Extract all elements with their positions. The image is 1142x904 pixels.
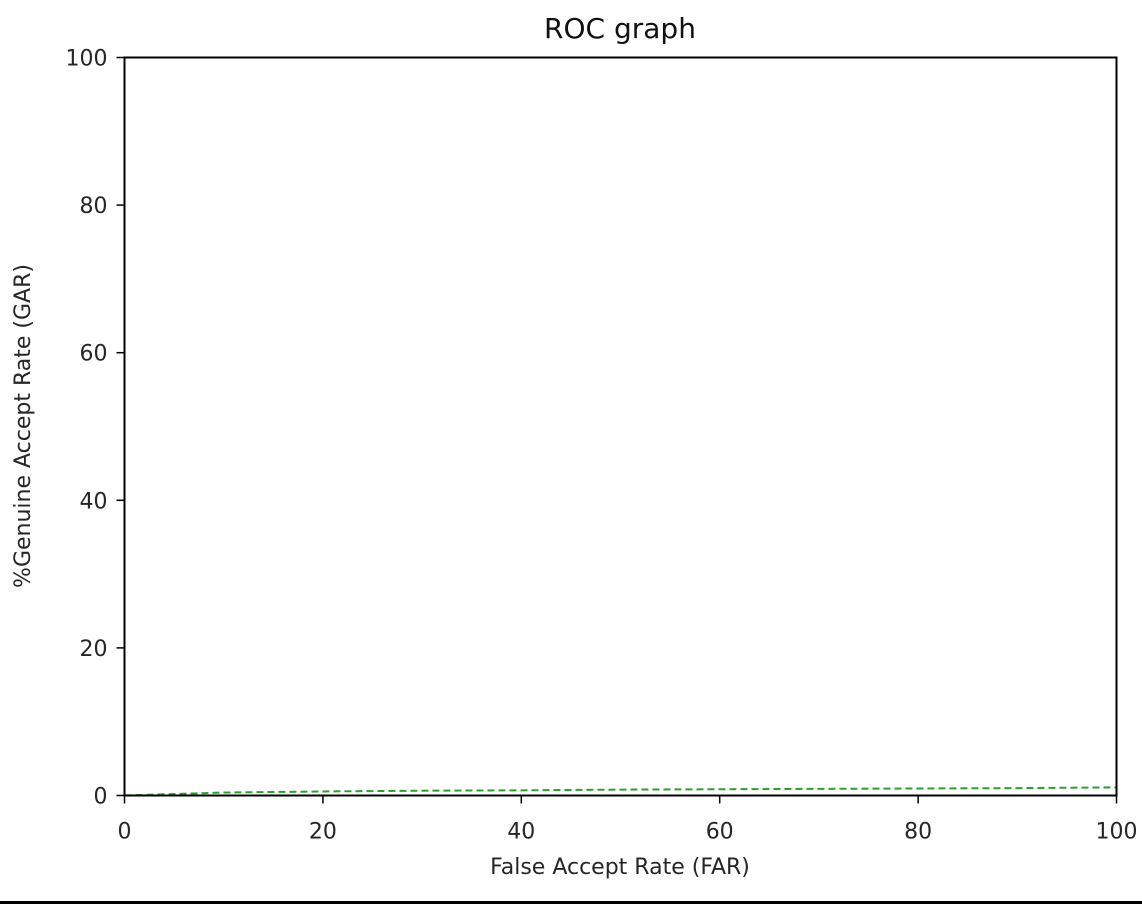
x-axis-title: False Accept Rate (FAR) — [490, 855, 750, 880]
y-tick-label: 80 — [80, 194, 108, 219]
x-tick-label: 100 — [1096, 820, 1138, 845]
y-tick-label: 60 — [80, 342, 108, 367]
series-layer — [124, 786, 1117, 797]
x-tick-label: 0 — [118, 820, 132, 845]
x-tick-label: 40 — [507, 820, 535, 845]
y-tick-label: 40 — [80, 489, 108, 514]
x-tick-label: 60 — [706, 820, 734, 845]
y-axis-title: %Genuine Accept Rate (GAR) — [11, 264, 36, 588]
y-tick-label: 20 — [80, 637, 108, 662]
tick-layer: 0 20 40 60 80 100 0 20 40 60 80 100 — [66, 47, 1138, 845]
y-tick-label: 100 — [66, 47, 108, 72]
x-tick-label: 20 — [309, 820, 337, 845]
bottom-border — [0, 901, 1142, 904]
plot-frame — [123, 56, 1118, 797]
series-line-0 — [124, 786, 1117, 797]
chart-title: ROC graph — [544, 12, 696, 45]
x-tick-label: 80 — [904, 820, 932, 845]
y-tick-label: 0 — [94, 785, 108, 810]
